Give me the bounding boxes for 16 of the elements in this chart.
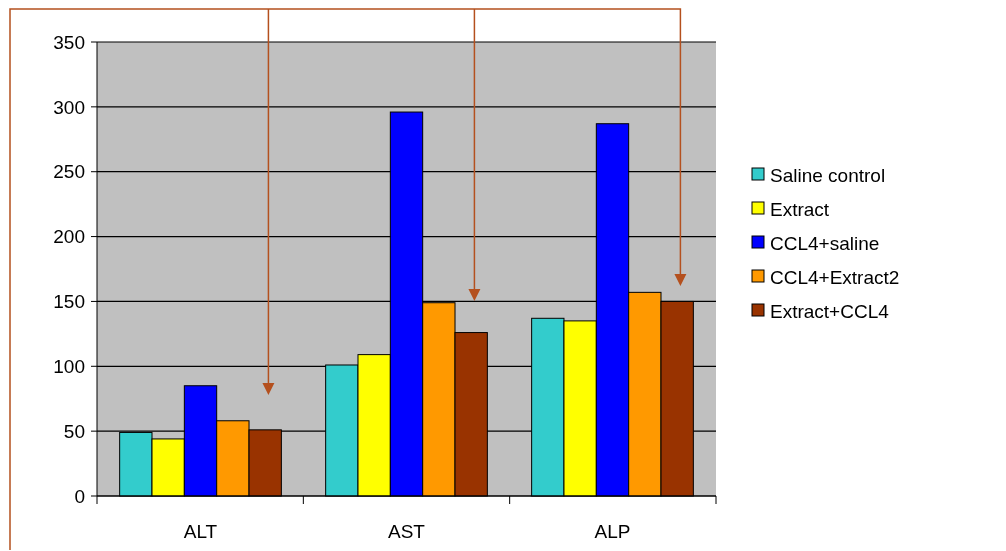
legend-label: CCL4+Extract2 [770, 266, 900, 288]
y-tick-label: 250 [53, 161, 85, 183]
y-tick-label: 200 [53, 226, 85, 248]
y-tick-label: 300 [53, 96, 85, 118]
x-tick-label: ALT [183, 521, 218, 542]
x-tick-label: ALP [594, 521, 631, 542]
y-tick-label: 50 [63, 420, 85, 442]
y-tick-label: 100 [53, 355, 85, 377]
y-tick-label: 0 [74, 485, 85, 507]
legend-label: Extract [770, 198, 830, 220]
x-tick-label: AST [388, 521, 426, 542]
y-tick-label: 350 [53, 31, 85, 53]
legend-label: Saline control [770, 164, 886, 186]
y-tick-label: 150 [53, 291, 85, 313]
legend-label: Extract+CCL4 [770, 300, 890, 322]
legend-label: CCL4+saline [770, 232, 880, 254]
